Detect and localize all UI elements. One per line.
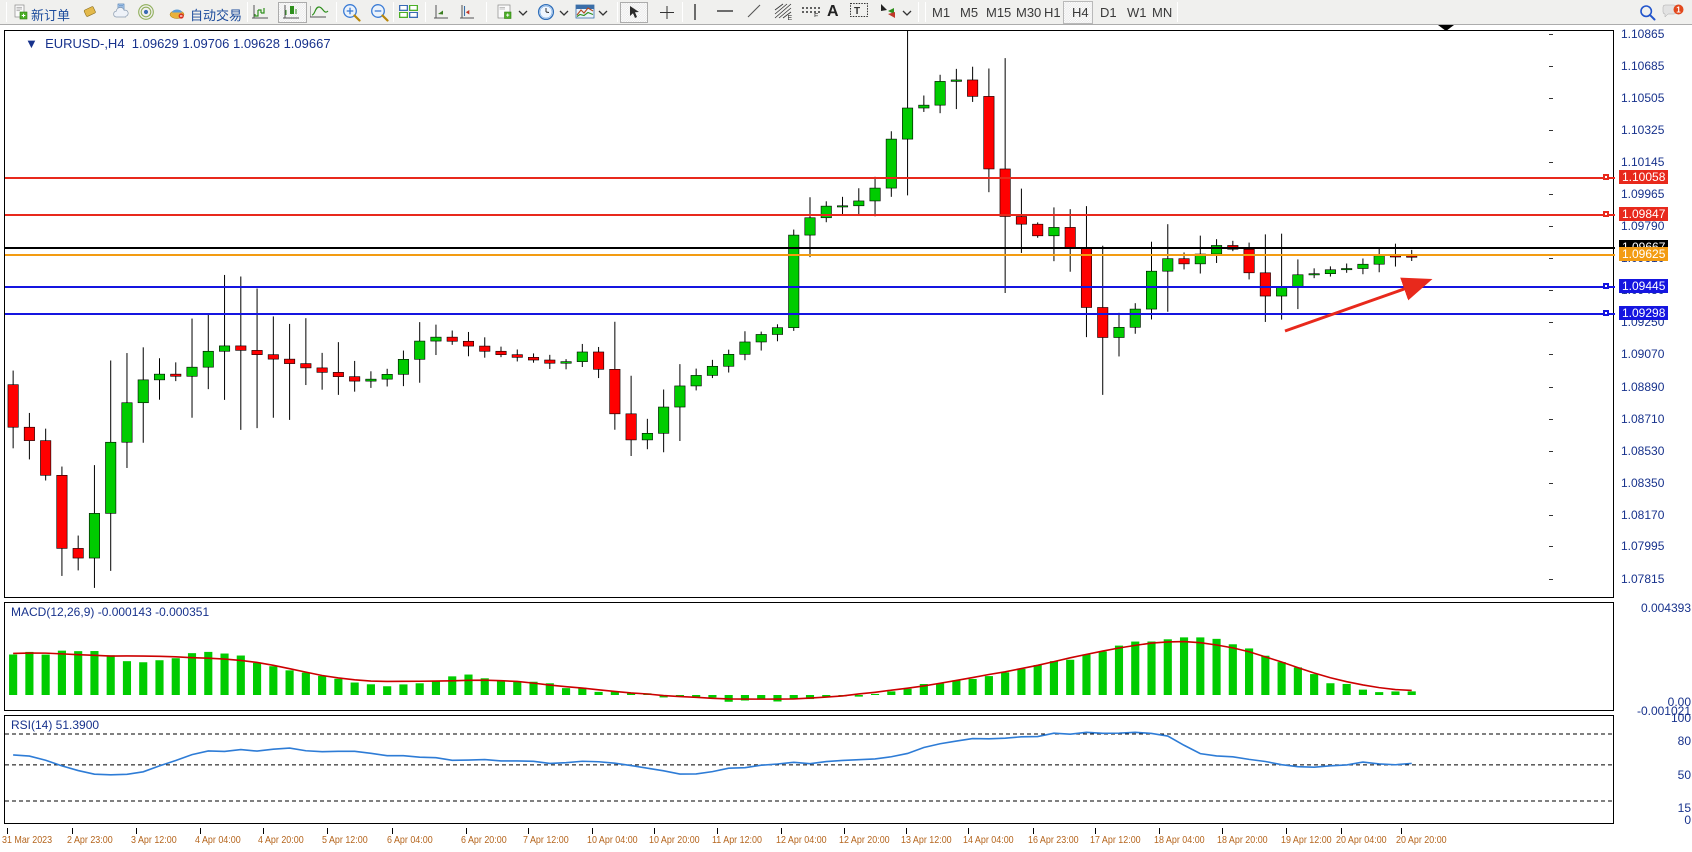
svg-text:1: 1	[1676, 5, 1681, 14]
svg-text:F: F	[814, 13, 818, 17]
svg-text:T: T	[854, 6, 860, 17]
svg-text:E: E	[788, 15, 793, 20]
